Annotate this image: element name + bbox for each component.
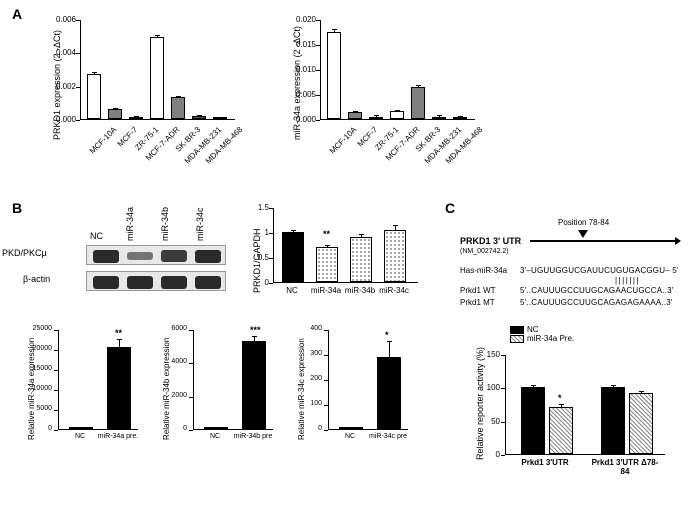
position-marker [578, 230, 588, 238]
panel-c-label: C [445, 200, 455, 216]
legend-pre: miR-34a Pre. [510, 334, 574, 343]
reporter-chart: NC miR-34a Pre. Relative reporter activi… [480, 330, 680, 500]
small-chart-1: Relative miR-34a expression ** 050001000… [30, 330, 150, 490]
reporter-plot: * [505, 355, 665, 455]
xlabel: miR-34b [341, 286, 379, 295]
seq-l3: Prkd1 MT [460, 298, 495, 307]
legend-pre-text: miR-34a Pre. [527, 334, 574, 343]
bar [327, 32, 341, 120]
blot-lane-label: miR-34c [195, 207, 205, 241]
seq2: 5'..CAUUUGCCUUGCAGAACUGCCA..3' [520, 286, 674, 295]
blot-lane-label: miR-34b [160, 207, 170, 241]
blot-lane-label: NC [90, 231, 103, 241]
blot-row2 [86, 271, 226, 291]
bar [316, 247, 338, 282]
seq3: 5'..CAUUUGCCUUGCAGAGAGAAAA..3' [520, 298, 673, 307]
xlabel: NC [273, 286, 311, 295]
bar [108, 109, 122, 119]
utr-sub: (NM_002742.2) [460, 248, 509, 255]
legend-nc-text: NC [527, 325, 539, 334]
bar [411, 87, 425, 119]
utr-arrow-head [675, 237, 681, 245]
utr-label: PRKD1 3' UTR [460, 236, 521, 246]
chart2-plot [320, 20, 475, 120]
bar [369, 117, 383, 120]
blot-lane-label: miR-34a [125, 207, 135, 241]
seq1: 3'–UGUUGGUCGAUUCUGUGACGGU– 5' [520, 266, 679, 275]
utr-arrow-line [530, 240, 675, 242]
blot-row1 [86, 245, 226, 265]
seq-l2: Prkd1 WT [460, 286, 496, 295]
bar [390, 111, 404, 119]
small-chart-2: Relative miR-34b expression *** 02000400… [165, 330, 285, 490]
blot-row2-label: β-actin [23, 274, 50, 284]
reporter-ylabel-text: Relative reporter activity (%) [475, 347, 485, 460]
small-chart-3: Relative miR-34c expression * 0100200300… [300, 330, 420, 490]
bars: ||||||| [615, 276, 640, 285]
panel-b-label: B [12, 200, 22, 216]
bar [192, 116, 206, 119]
xlabel: miR-34c [375, 286, 413, 295]
bar [171, 97, 185, 119]
bar [348, 112, 362, 119]
panel-a-chart1: PRKD1 expression (2 -ΔCt) 0.0000.0020.00… [60, 20, 240, 170]
xlabel: miR-34a [307, 286, 345, 295]
reporter-group-label: Prkd1 3'UTR [510, 458, 580, 467]
reporter-group-label: Prkd1 3'UTR Δ78-84 [590, 458, 660, 476]
chart1-plot [80, 20, 235, 120]
reporter-ylabel: Relative reporter activity (%) [475, 347, 485, 460]
bar [384, 230, 406, 283]
seq-l1: Has-miR-34a [460, 266, 507, 275]
legend-nc: NC [510, 325, 574, 334]
quant-chart: PRKD1/GAPDH ** 00.511.5 NCmiR-34amiR-34b… [255, 208, 425, 318]
panel-a-chart2: miR-34a expression (2 -ΔCt) 0.0000.0050.… [300, 20, 480, 170]
bar [282, 232, 304, 282]
reporter-legend: NC miR-34a Pre. [510, 325, 574, 343]
bar [150, 37, 164, 119]
bar [432, 117, 446, 120]
position-label: Position 78-84 [558, 218, 609, 227]
quant-plot: ** [273, 208, 418, 283]
bar [350, 237, 372, 282]
panel-a-label: A [12, 6, 22, 22]
bar [87, 74, 101, 119]
blot-row1-label: PKD/PKCμ [2, 248, 47, 258]
